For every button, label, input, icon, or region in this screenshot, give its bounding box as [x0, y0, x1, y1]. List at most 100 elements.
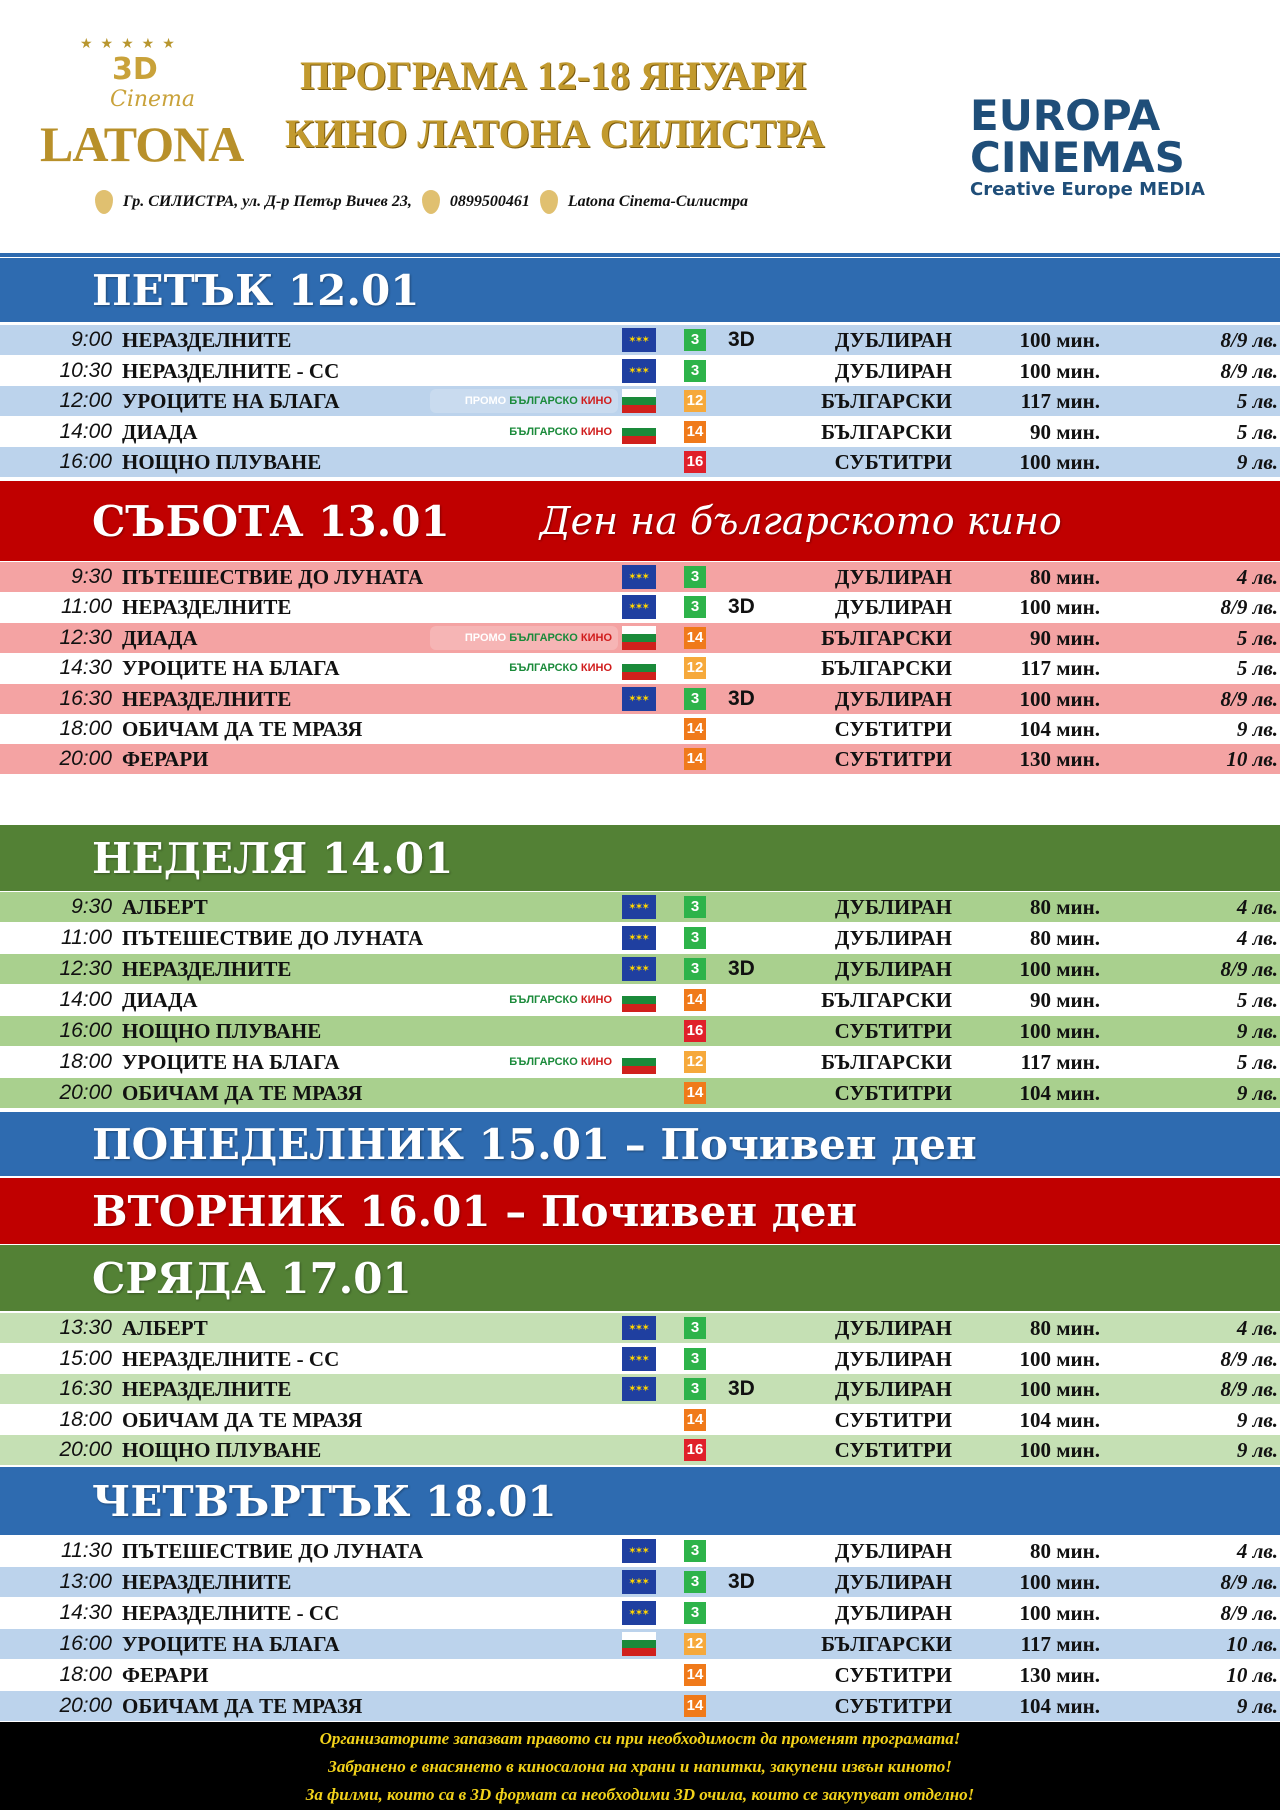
showtime-row[interactable]: 13:30 АЛБЕРТ ✶✶✶ 3 ДУБЛИРАН 80 мин. 4 лв. [0, 1313, 1280, 1343]
showtime-row[interactable]: 11:00 ПЪТЕШЕСТВИЕ ДО ЛУНАТА ✶✶✶ 3 ДУБЛИРАН 80… [0, 923, 1280, 953]
showtime-row[interactable]: 20:00 НОЩНО ПЛУВАНЕ 16 СУБТИТРИ 100 мин. 9 лв… [0, 1435, 1280, 1466]
age-rating-badge: 3 [684, 566, 706, 588]
showtime-row[interactable]: 18:00 ФЕРАРИ 14 СУБТИТРИ 130 мин. 10 лв. [0, 1660, 1280, 1690]
language: БЪЛГАРСКИ [821, 625, 952, 650]
showtime-row[interactable]: 20:00 ОБИЧАМ ДА ТЕ МРАЗЯ 14 СУБТИТРИ 104 мин… [0, 1078, 1280, 1108]
show-time: 15:00 [59, 1346, 112, 1370]
age-rating-badge: 14 [684, 1695, 706, 1717]
age-rating-badge: 3 [684, 927, 706, 949]
eu-flag-icon: ✶✶✶ [622, 686, 656, 711]
age-rating-badge: 3 [684, 1378, 706, 1401]
facebook-icon [539, 190, 558, 214]
movie-title: УРОЦИТЕ НА БЛАГА [122, 1050, 340, 1074]
language: СУБТИТРИ [834, 1019, 952, 1043]
show-time: 14:30 [59, 1601, 112, 1624]
language: ДУБЛИРАН [834, 926, 952, 950]
day-title: ПЕТЪК 12.01 [92, 265, 420, 315]
duration: 100 мин. [1019, 1601, 1100, 1625]
showtime-row[interactable]: 20:00 ОБИЧАМ ДА ТЕ МРАЗЯ 14 СУБТИТРИ 104 мин… [0, 1691, 1280, 1721]
duration: 117 мин. [1020, 656, 1100, 681]
price: 10 лв. [1226, 1663, 1278, 1687]
logo-3d: 3D [112, 52, 158, 87]
show-time: 12:30 [59, 957, 112, 980]
show-time: 20:00 [59, 1438, 112, 1462]
showtime-row[interactable]: 16:00 УРОЦИТЕ НА БЛАГА 12 БЪЛГАРСКИ 117 мин.… [0, 1629, 1280, 1659]
promo-badge: ПРОМО БЪЛГАРСКО КИНО [430, 1050, 618, 1074]
showtime-row[interactable]: 10:30 НЕРАЗДЕЛНИТЕ - СС ✶✶✶ 3 ДУБЛИРАН 100 ми… [0, 355, 1280, 386]
duration: 100 мин. [1019, 957, 1100, 981]
movie-title: НЕРАЗДЕЛНИТЕ [122, 595, 292, 620]
day-header: НЕДЕЛЯ 14.01 [0, 825, 1280, 891]
movie-title: АЛБЕРТ [122, 1316, 208, 1340]
showtime-row[interactable]: 14:00 ДИАДА ПРОМО БЪЛГАРСКО КИНО 14 БЪЛГАРСК… [0, 985, 1280, 1015]
showtime-row[interactable]: 11:00 НЕРАЗДЕЛНИТЕ ✶✶✶ 3 3D ДУБЛИРАН 100 мин. 8… [0, 592, 1280, 623]
duration: 117 мин. [1020, 1632, 1100, 1656]
show-time: 13:00 [59, 1570, 112, 1593]
showtime-row[interactable]: 16:00 НОЩНО ПЛУВАНЕ 16 СУБТИТРИ 100 мин. 9 лв… [0, 1016, 1280, 1046]
showtime-row[interactable]: 13:00 НЕРАЗДЕЛНИТЕ ✶✶✶ 3 3D ДУБЛИРАН 100 мин. 8… [0, 1567, 1280, 1597]
show-time: 14:30 [59, 656, 112, 680]
showtime-row[interactable]: 16:30 НЕРАЗДЕЛНИТЕ ✶✶✶ 3 3D ДУБЛИРАН 100 мин. 8… [0, 683, 1280, 714]
language: СУБТИТРИ [834, 747, 952, 772]
duration: 100 мин. [1019, 1019, 1100, 1043]
showtime-row[interactable]: 18:00 УРОЦИТЕ НА БЛАГА ПРОМО БЪЛГАРСКО КИН… [0, 1047, 1280, 1077]
showtime-row[interactable]: 12:30 НЕРАЗДЕЛНИТЕ ✶✶✶ 3 3D ДУБЛИРАН 100 мин. 8… [0, 954, 1280, 984]
facebook-link[interactable]: Latona Cinema-Силистра [567, 193, 749, 210]
movie-title: НЕРАЗДЕЛНИТЕ - СС [122, 358, 340, 383]
price: 9 лв. [1236, 1694, 1278, 1718]
showtime-row[interactable]: 11:30 ПЪТЕШЕСТВИЕ ДО ЛУНАТА ✶✶✶ 3 ДУБЛИРАН 80… [0, 1536, 1280, 1566]
price: 8/9 лв. [1220, 1346, 1279, 1371]
day-title: СЪБОТА 13.01 [92, 496, 450, 546]
showtime-row[interactable]: 15:00 НЕРАЗДЕЛНИТЕ - СС ✶✶✶ 3 ДУБЛИРАН 100 ми… [0, 1343, 1280, 1374]
showtime-row[interactable]: 18:00 ОБИЧАМ ДА ТЕ МРАЗЯ 14 СУБТИТРИ 104 мин… [0, 1404, 1280, 1435]
show-time: 13:30 [59, 1316, 112, 1339]
footer-note: За филми, които са в 3D формат са необхо… [305, 1785, 975, 1804]
day-special-label: Ден на българското кино [539, 499, 1062, 543]
showtime-row[interactable]: 14:00 ДИАДА ПРОМО БЪЛГАРСКО КИНО 14 БЪЛГАРСК… [0, 416, 1280, 447]
show-time: 18:00 [59, 717, 112, 740]
price: 9 лв. [1236, 1019, 1278, 1043]
showtime-row[interactable]: 14:30 НЕРАЗДЕЛНИТЕ - СС ✶✶✶ 3 ДУБЛИРАН 100 ми… [0, 1598, 1280, 1628]
showtime-row[interactable]: 9:30 ПЪТЕШЕСТВИЕ ДО ЛУНАТА ✶✶✶ 3 ДУБЛИРАН 80 … [0, 562, 1280, 592]
price: 8/9 лв. [1220, 1601, 1279, 1625]
promo-text: ПРОМО [464, 994, 510, 1006]
age-rating-badge: 3 [684, 1540, 706, 1562]
eu-flag-icon: ✶✶✶ [622, 1346, 656, 1371]
language: ДУБЛИРАН [834, 595, 952, 620]
age-rating-badge: 14 [684, 748, 706, 771]
show-time: 18:00 [59, 1050, 112, 1073]
showtime-row[interactable]: 16:30 НЕРАЗДЕЛНИТЕ ✶✶✶ 3 3D ДУБЛИРАН 100 мин. 8… [0, 1374, 1280, 1405]
divider [0, 253, 1280, 257]
showtime-row[interactable]: 18:00 ОБИЧАМ ДА ТЕ МРАЗЯ 14 СУБТИТРИ 104 мин… [0, 714, 1280, 744]
language: СУБТИТРИ [834, 1081, 952, 1105]
latona-logo: ★★★★★ 3D Cinema LATONA [40, 36, 275, 176]
showtime-row[interactable]: 16:00 НОЩНО ПЛУВАНЕ 16 СУБТИТРИ 100 мин. 9 лв… [0, 447, 1280, 478]
age-rating-badge: 3 [684, 1571, 706, 1593]
eu-flag-icon: ✶✶✶ [622, 895, 656, 919]
movie-title: УРОЦИТЕ НА БЛАГА [122, 1632, 340, 1656]
showtime-row[interactable]: 9:30 АЛБЕРТ ✶✶✶ 3 ДУБЛИРАН 80 мин. 4 лв. [0, 892, 1280, 922]
showtime-row[interactable]: 12:00 УРОЦИТЕ НА БЛАГА ПРОМО БЪЛГАРСКО КИН… [0, 386, 1280, 417]
eu-flag-icon: ✶✶✶ [622, 595, 656, 620]
language: ДУБЛИРАН [834, 1570, 952, 1594]
show-time: 9:30 [71, 895, 112, 918]
language: ДУБЛИРАН [834, 957, 952, 981]
show-time: 9:00 [71, 328, 112, 351]
logo-name: LATONA [40, 116, 244, 172]
duration: 90 мин. [1029, 625, 1100, 650]
promo-badge: ПРОМО БЪЛГАРСКО КИНО [430, 656, 618, 681]
price: 4 лв. [1236, 1539, 1278, 1563]
showtime-row[interactable]: 14:30 УРОЦИТЕ НА БЛАГА ПРОМО БЪЛГАРСКО КИН… [0, 653, 1280, 684]
phone[interactable]: 0899500461 [449, 193, 530, 210]
price: 5 лв. [1236, 656, 1278, 681]
price: 9 лв. [1236, 1438, 1278, 1463]
age-rating-badge: 3 [684, 596, 706, 619]
showtime-row[interactable]: 12:30 ДИАДА ПРОМО БЪЛГАРСКО КИНО 14 БЪЛГАРСК… [0, 622, 1280, 653]
showtime-row[interactable]: 20:00 ФЕРАРИ 14 СУБТИТРИ 130 мин. 10 лв. [0, 744, 1280, 775]
price: 8/9 лв. [1220, 957, 1279, 981]
europa-cinemas-logo: EUROPA CINEMAS Creative Europe MEDIA [970, 95, 1205, 201]
show-time: 20:00 [59, 747, 112, 771]
promo-text: КИНО [580, 395, 612, 408]
language: БЪЛГАРСКИ [821, 1050, 952, 1074]
showtime-row[interactable]: 9:00 НЕРАЗДЕЛНИТЕ ✶✶✶ 3 3D ДУБЛИРАН 100 мин. 8/… [0, 325, 1280, 355]
